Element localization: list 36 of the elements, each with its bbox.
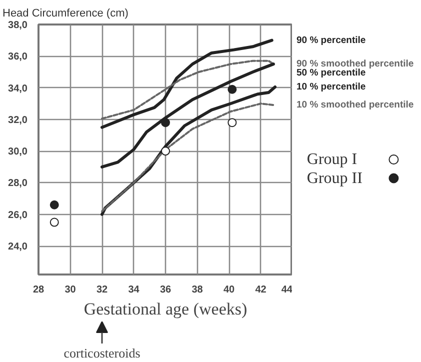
point xyxy=(50,218,59,227)
y-tick-label: 34,0 xyxy=(8,83,28,94)
line-series xyxy=(100,38,274,129)
point xyxy=(161,118,170,128)
legend-label: Group I xyxy=(306,151,358,168)
x-tick-label: 28 xyxy=(32,284,44,296)
point xyxy=(161,146,170,156)
x-tick-label: 30 xyxy=(64,284,76,296)
x-tick-label: 38 xyxy=(192,284,204,296)
text: 10 % smoothed percentile xyxy=(296,100,414,111)
point xyxy=(228,118,237,128)
text: 90 % percentile xyxy=(296,34,366,46)
y-tick-label: 30,0 xyxy=(8,146,28,158)
x-tick-label: 32 xyxy=(96,284,108,296)
x-tick-label: 36 xyxy=(160,284,172,296)
text: 50 % percentile xyxy=(296,68,366,79)
x-tick-label: 40 xyxy=(223,284,235,296)
x-tick-label: 42 xyxy=(255,284,267,296)
y-tick-label: 26,0 xyxy=(8,210,28,221)
x-axis-title: Gestational age (weeks) xyxy=(84,300,248,318)
line-series xyxy=(101,60,274,120)
legend-label: Group II xyxy=(306,170,362,187)
line-series xyxy=(100,62,275,168)
point xyxy=(228,84,237,94)
y-tick-label: 24,0 xyxy=(8,242,28,253)
y-tick-label: 36,0 xyxy=(8,52,28,63)
y-tick-label: 38,0 xyxy=(8,20,28,31)
y-axis-title: Head Circumference (cm) xyxy=(2,8,128,20)
text: 90 % smoothed percentile xyxy=(296,58,414,70)
point xyxy=(50,200,59,210)
text: 10 % percentile xyxy=(296,82,366,92)
x-tick-label: 34 xyxy=(128,284,140,296)
text: corticosteroids xyxy=(64,346,140,360)
line-series xyxy=(101,102,276,212)
y-tick-label: 28,0 xyxy=(8,178,28,190)
y-tick-label: 32,0 xyxy=(8,114,28,126)
